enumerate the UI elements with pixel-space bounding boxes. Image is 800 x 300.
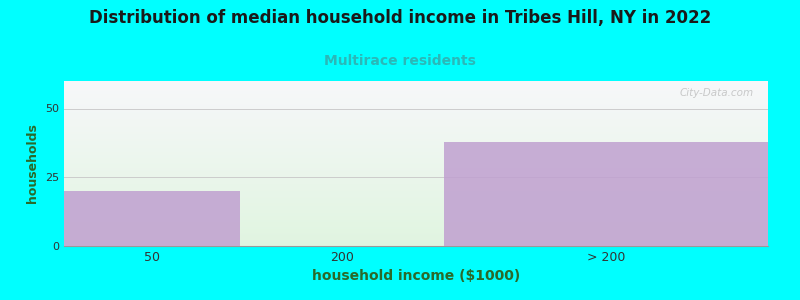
Bar: [444, 142, 768, 246]
Y-axis label: households: households: [26, 124, 39, 203]
Text: Distribution of median household income in Tribes Hill, NY in 2022: Distribution of median household income …: [89, 9, 711, 27]
Bar: [64, 191, 240, 246]
X-axis label: household income ($1000): household income ($1000): [312, 269, 520, 284]
Text: Multirace residents: Multirace residents: [324, 54, 476, 68]
Text: City-Data.com: City-Data.com: [680, 88, 754, 98]
